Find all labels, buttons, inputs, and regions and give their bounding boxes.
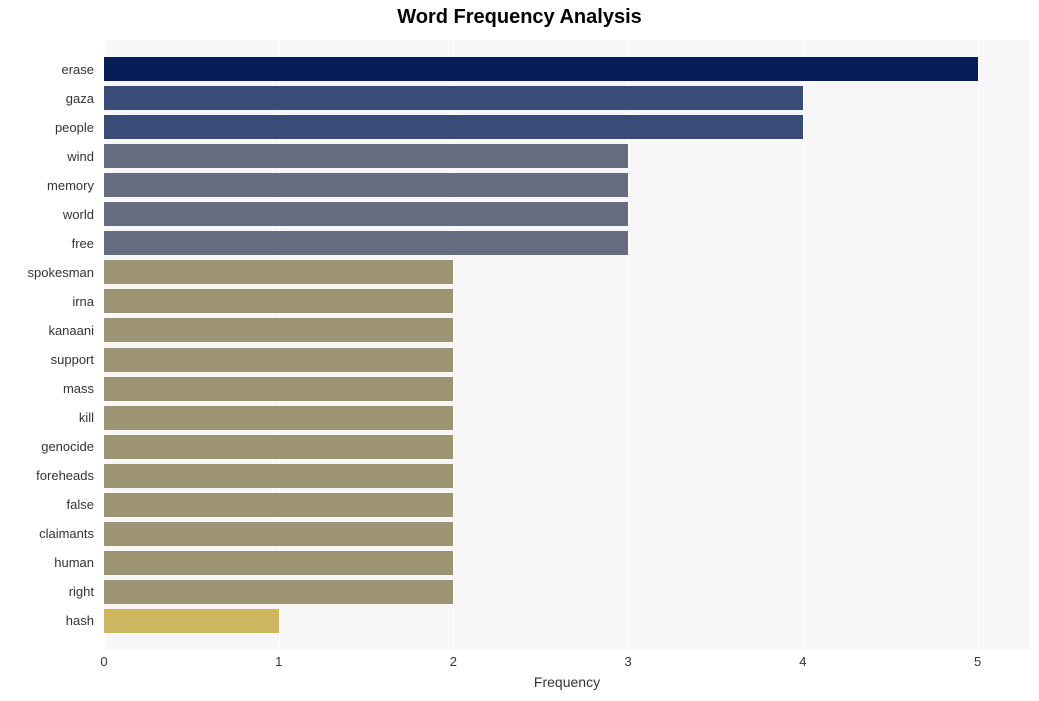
x-tick-label: 2: [450, 654, 457, 669]
bars-container: [104, 40, 1030, 650]
y-tick-label: world: [0, 208, 94, 221]
y-tick-label: right: [0, 585, 94, 598]
x-axis: Frequency 012345: [104, 650, 1030, 690]
bar: [104, 260, 453, 284]
chart-title: Word Frequency Analysis: [0, 6, 1039, 29]
y-tick-label: mass: [0, 382, 94, 395]
y-tick-label: genocide: [0, 440, 94, 453]
y-tick-label: kill: [0, 411, 94, 424]
bar: [104, 493, 453, 517]
x-tick-label: 0: [100, 654, 107, 669]
bar: [104, 464, 453, 488]
bar: [104, 435, 453, 459]
word-frequency-chart: Word Frequency Analysis erase gaza people w…: [0, 0, 1039, 701]
y-tick-label: hash: [0, 614, 94, 627]
y-tick-label: erase: [0, 63, 94, 76]
bar: [104, 551, 453, 575]
bar: [104, 144, 628, 168]
bar: [104, 231, 628, 255]
bar: [104, 377, 453, 401]
bar: [104, 318, 453, 342]
y-tick-label: foreheads: [0, 469, 94, 482]
bar: [104, 173, 628, 197]
y-tick-label: support: [0, 353, 94, 366]
bar: [104, 202, 628, 226]
y-tick-label: false: [0, 498, 94, 511]
y-tick-label: gaza: [0, 92, 94, 105]
bar: [104, 86, 803, 110]
bar: [104, 289, 453, 313]
x-tick-label: 4: [799, 654, 806, 669]
bar: [104, 580, 453, 604]
y-tick-label: free: [0, 237, 94, 250]
bar: [104, 609, 279, 633]
y-tick-label: human: [0, 556, 94, 569]
x-tick-label: 3: [625, 654, 632, 669]
y-tick-label: people: [0, 121, 94, 134]
y-tick-label: spokesman: [0, 266, 94, 279]
y-tick-label: memory: [0, 179, 94, 192]
bar: [104, 406, 453, 430]
x-tick-label: 1: [275, 654, 282, 669]
x-axis-label: Frequency: [104, 674, 1030, 690]
x-tick-label: 5: [974, 654, 981, 669]
bar: [104, 57, 978, 81]
y-tick-label: kanaani: [0, 324, 94, 337]
y-axis-labels: erase gaza people wind memory world free spokes…: [0, 40, 100, 650]
bar: [104, 348, 453, 372]
bar: [104, 522, 453, 546]
bar: [104, 115, 803, 139]
y-tick-label: claimants: [0, 527, 94, 540]
plot-area: [104, 40, 1030, 650]
y-tick-label: wind: [0, 150, 94, 163]
y-tick-label: irna: [0, 295, 94, 308]
